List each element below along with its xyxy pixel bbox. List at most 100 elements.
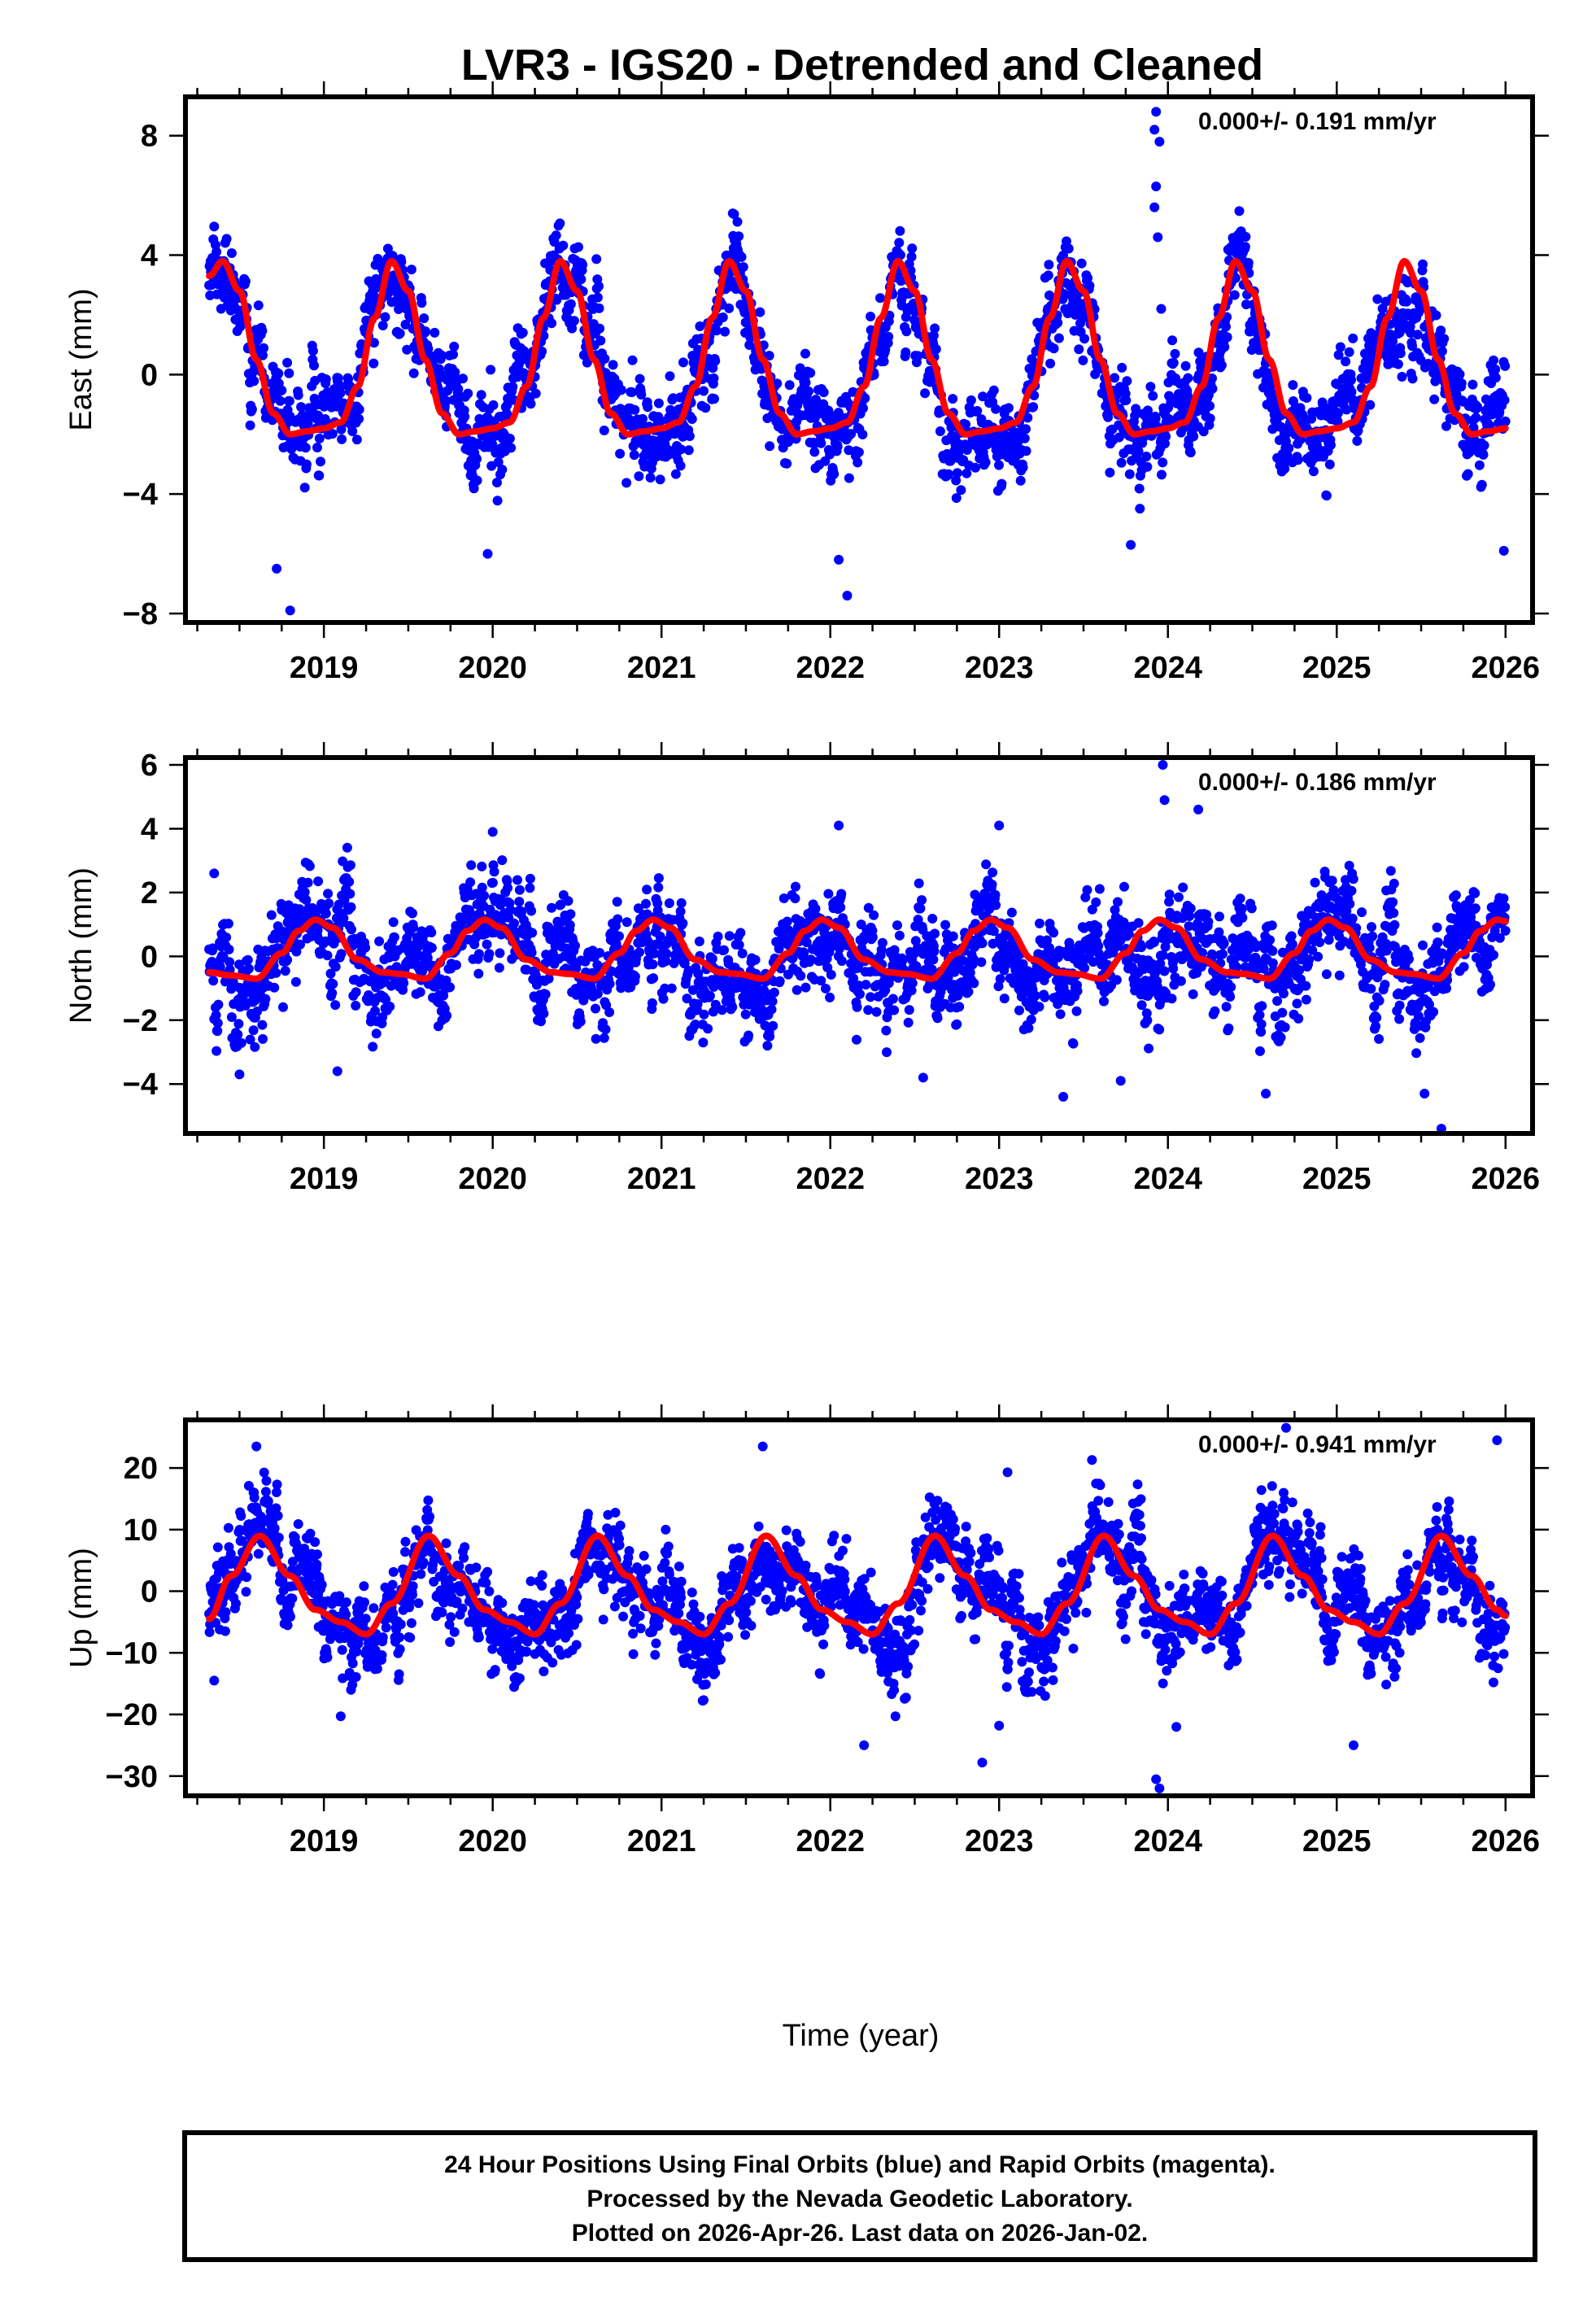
observation-point: [871, 1007, 882, 1017]
observation-point: [248, 1025, 259, 1036]
observation-point: [735, 928, 746, 938]
panel-north: 2019 2020 2021 2022 2023 2024 2025 2026−4−20246…: [64, 742, 1549, 1196]
observation-point: [1348, 874, 1358, 884]
observation-point: [408, 368, 419, 378]
observation-point: [1158, 950, 1168, 960]
observation-point: [825, 992, 835, 1002]
observation-point: [954, 1002, 965, 1012]
observation-point: [258, 1033, 268, 1044]
observation-point: [385, 1002, 395, 1011]
observation-point: [1431, 310, 1441, 321]
observation-point: [1221, 1002, 1232, 1012]
observation-point: [514, 884, 525, 895]
observation-point: [724, 931, 735, 941]
observation-point: [309, 360, 319, 371]
observation-point: [1055, 1009, 1066, 1020]
observation-point: [1116, 457, 1127, 468]
observation-point: [1229, 290, 1240, 300]
observation-point: [734, 231, 744, 242]
observation-point: [969, 978, 979, 989]
observation-point: [290, 976, 301, 987]
observation-point: [920, 388, 931, 399]
observation-point: [1380, 980, 1390, 990]
observation-point: [503, 883, 513, 893]
observation-point: [569, 316, 579, 326]
observation-point: [211, 247, 222, 257]
observation-point: [1207, 383, 1218, 394]
observation-point: [765, 441, 775, 452]
observation-point: [307, 346, 318, 356]
observation-point: [1334, 970, 1345, 980]
observation-point: [1324, 459, 1335, 469]
observation-point: [408, 922, 419, 932]
observation-point: [1141, 452, 1152, 461]
observation-point: [1203, 916, 1214, 927]
observation-point: [1076, 258, 1087, 269]
observation-point: [416, 298, 427, 308]
observation-point: [249, 376, 259, 387]
observation-point: [1272, 996, 1283, 1007]
observation-point: [653, 398, 664, 408]
observation-point: [1021, 424, 1031, 435]
observation-point: [258, 350, 268, 360]
observation-point: [525, 399, 536, 409]
observation-point: [1174, 892, 1184, 902]
observation-point: [944, 469, 954, 479]
observation-point: [221, 932, 232, 942]
observation-point: [948, 931, 958, 941]
observation-point: [791, 985, 802, 995]
observation-point: [514, 897, 525, 907]
observation-point: [296, 402, 307, 413]
outlier-point: [1156, 304, 1166, 314]
observation-point: [489, 867, 499, 877]
observation-point: [1418, 259, 1428, 269]
observation-point: [1053, 317, 1063, 328]
observation-point: [1346, 375, 1356, 385]
observation-point: [881, 1025, 892, 1036]
observation-point: [894, 238, 905, 248]
observation-point: [594, 303, 604, 313]
observation-point: [1219, 342, 1230, 352]
observation-point: [991, 900, 1001, 911]
observation-point: [894, 930, 905, 941]
observation-point: [517, 906, 527, 917]
observation-point: [1347, 913, 1358, 924]
outlier-point: [285, 605, 295, 616]
observation-point: [1302, 393, 1312, 403]
observation-point: [460, 412, 470, 421]
observation-point: [1185, 903, 1196, 914]
observation-point: [327, 988, 338, 998]
observation-point: [883, 331, 894, 342]
observation-point: [907, 243, 918, 254]
observation-point: [952, 1019, 962, 1029]
observation-point: [727, 1002, 738, 1012]
observation-point: [861, 980, 871, 990]
observation-point: [466, 860, 477, 871]
observation-point: [1035, 918, 1044, 928]
observation-point: [245, 420, 255, 430]
observation-point: [333, 373, 343, 383]
observation-point: [643, 402, 653, 413]
observation-point: [1111, 975, 1122, 985]
observation-point: [1479, 440, 1489, 451]
observation-point: [1175, 976, 1186, 986]
observation-point: [380, 312, 390, 322]
observation-point: [1188, 989, 1198, 999]
observation-point: [547, 902, 557, 913]
observation-point: [211, 1046, 222, 1056]
observation-point: [525, 873, 535, 884]
observation-point: [869, 910, 879, 920]
observation-point: [346, 902, 356, 912]
observation-point: [1463, 469, 1473, 479]
observation-point: [1364, 942, 1375, 953]
observation-point: [1301, 994, 1311, 1005]
observation-point: [877, 937, 887, 948]
observation-point: [1321, 491, 1332, 501]
observation-point: [1237, 912, 1248, 923]
observation-point: [903, 1017, 914, 1028]
observation-point: [717, 312, 728, 322]
observation-point: [1365, 400, 1376, 410]
observation-point: [914, 878, 924, 889]
observation-point: [426, 942, 437, 953]
observation-point: [889, 1005, 900, 1015]
